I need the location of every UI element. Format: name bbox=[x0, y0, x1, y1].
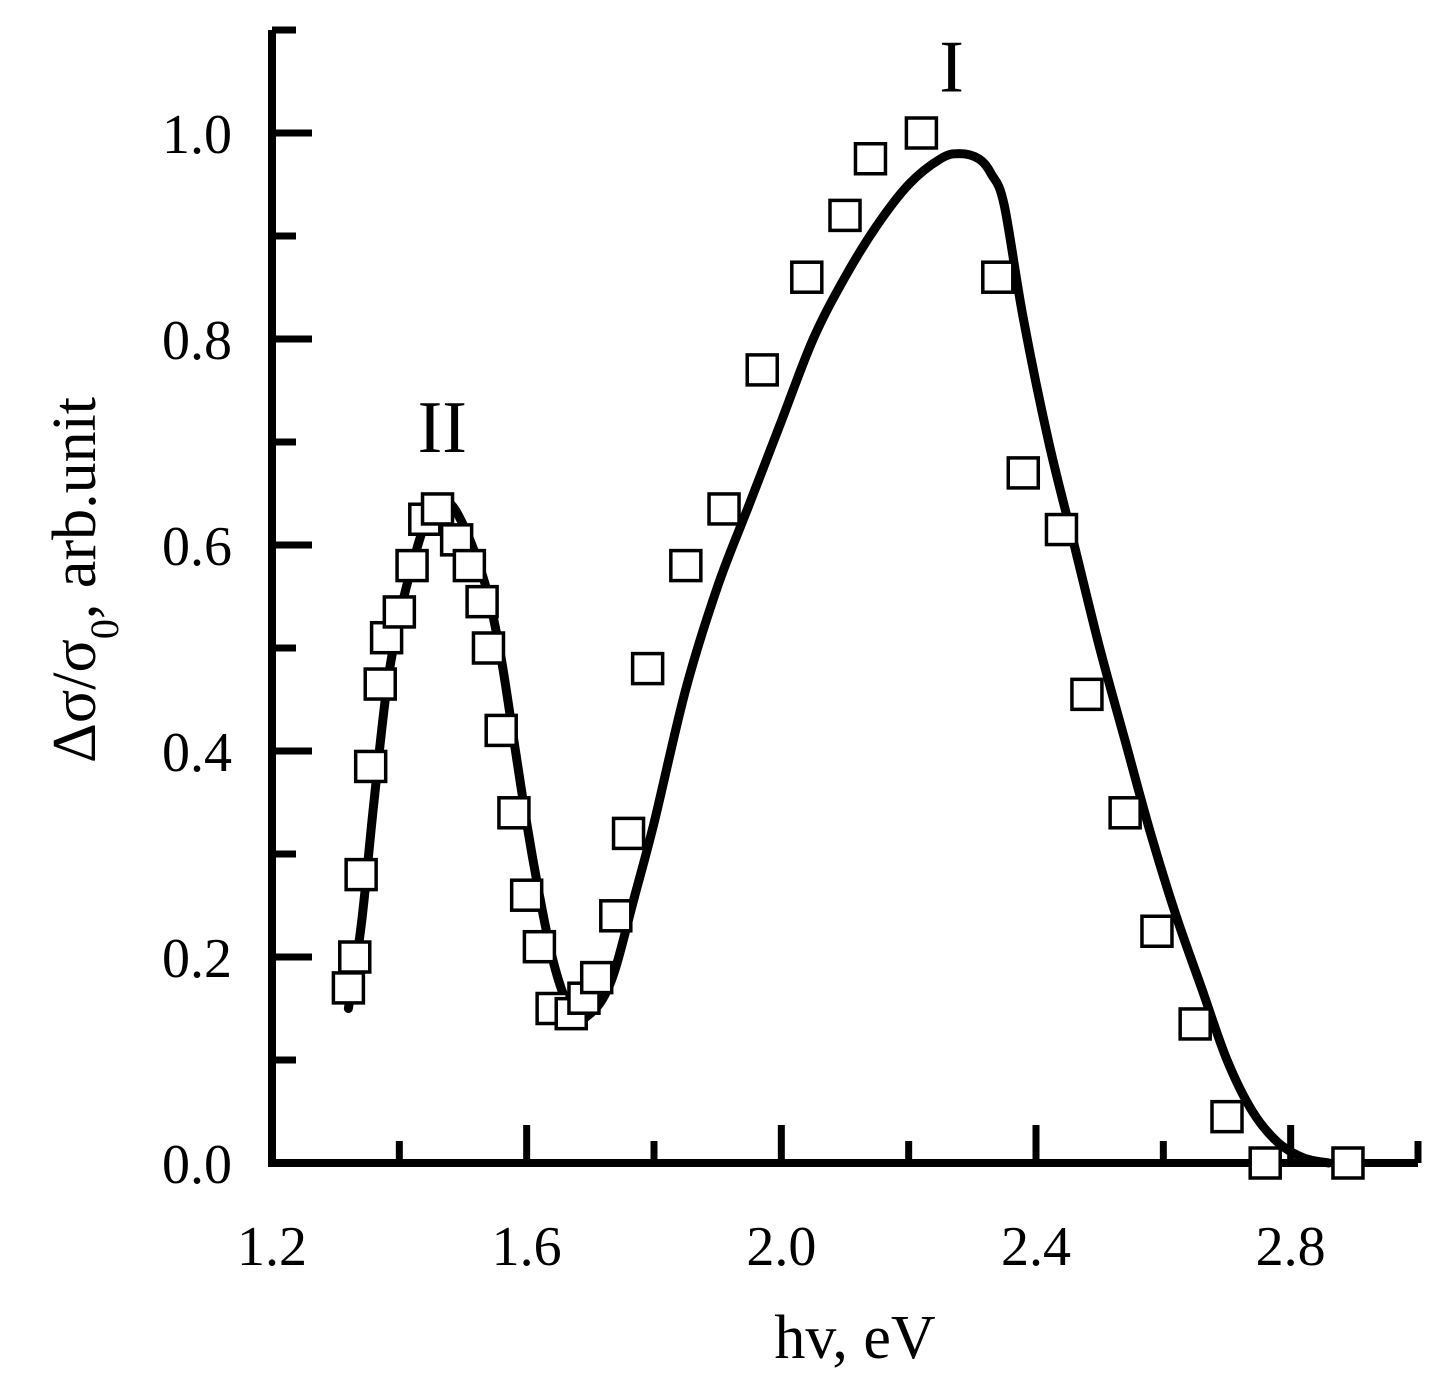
y-axis-title-subscript: 0 bbox=[82, 619, 127, 639]
x-axis-title: hv, eV bbox=[774, 1304, 935, 1372]
data-point bbox=[1331, 1146, 1365, 1180]
data-point bbox=[630, 651, 665, 686]
y-axis-title-suffix: , arb.unit bbox=[41, 397, 109, 619]
data-point bbox=[1006, 456, 1041, 490]
data-points bbox=[331, 116, 1365, 1180]
data-point bbox=[1140, 914, 1174, 948]
peak-label: II bbox=[418, 387, 467, 469]
y-tick-labels: 0.0 0.2 0.4 0.6 0.8 1.0 bbox=[162, 104, 232, 1196]
data-point bbox=[707, 492, 741, 526]
data-point bbox=[344, 857, 378, 892]
data-point bbox=[452, 548, 487, 583]
data-point bbox=[465, 584, 499, 619]
data-point bbox=[669, 548, 703, 583]
data-point bbox=[395, 548, 429, 583]
y-axis-title-main: Δσ/σ bbox=[41, 639, 109, 763]
data-point bbox=[611, 816, 646, 851]
y-tick-label: 0.6 bbox=[162, 516, 232, 578]
data-point bbox=[981, 260, 1015, 294]
x-tick-label: 1.2 bbox=[237, 1216, 307, 1278]
peak-label: I bbox=[939, 27, 964, 109]
data-point bbox=[904, 116, 939, 150]
data-point bbox=[579, 960, 614, 995]
y-tick-label: 1.0 bbox=[162, 104, 232, 166]
y-tick-label: 0.4 bbox=[162, 722, 232, 784]
data-point bbox=[1070, 677, 1104, 712]
data-point bbox=[1178, 1007, 1212, 1041]
data-point bbox=[331, 971, 366, 1005]
x-axis-ticks bbox=[268, 1125, 1422, 1163]
data-point bbox=[353, 749, 388, 784]
data-point bbox=[1108, 796, 1142, 830]
data-point bbox=[599, 899, 633, 933]
x-tick-labels: 1.2 1.6 2.0 2.4 2.8 bbox=[237, 1216, 1326, 1278]
data-point bbox=[382, 595, 417, 629]
y-axis-ticks bbox=[272, 26, 312, 1167]
data-point bbox=[790, 260, 824, 294]
peak-annotations: III bbox=[418, 27, 964, 470]
y-tick-label: 0.0 bbox=[162, 1134, 232, 1196]
x-tick-label: 2.0 bbox=[746, 1216, 816, 1278]
data-point bbox=[745, 353, 779, 387]
data-point bbox=[1044, 512, 1079, 547]
x-tick-label: 2.4 bbox=[1001, 1216, 1071, 1278]
data-point bbox=[828, 198, 862, 233]
data-point bbox=[420, 492, 455, 526]
y-tick-label: 0.2 bbox=[162, 928, 232, 990]
data-point bbox=[484, 713, 518, 748]
data-point bbox=[338, 940, 372, 974]
data-point bbox=[522, 929, 557, 964]
data-point bbox=[509, 878, 544, 912]
data-point bbox=[1210, 1099, 1244, 1134]
data-point bbox=[363, 667, 397, 701]
data-point bbox=[1248, 1146, 1282, 1180]
x-tick-label: 2.8 bbox=[1256, 1216, 1326, 1278]
x-tick-label: 1.6 bbox=[492, 1216, 562, 1278]
y-axis-title: Δσ/σ0, arb.unit bbox=[41, 397, 127, 763]
y-tick-label: 0.8 bbox=[162, 310, 232, 372]
data-point bbox=[471, 631, 506, 665]
data-point bbox=[853, 142, 888, 176]
data-point bbox=[497, 796, 531, 830]
